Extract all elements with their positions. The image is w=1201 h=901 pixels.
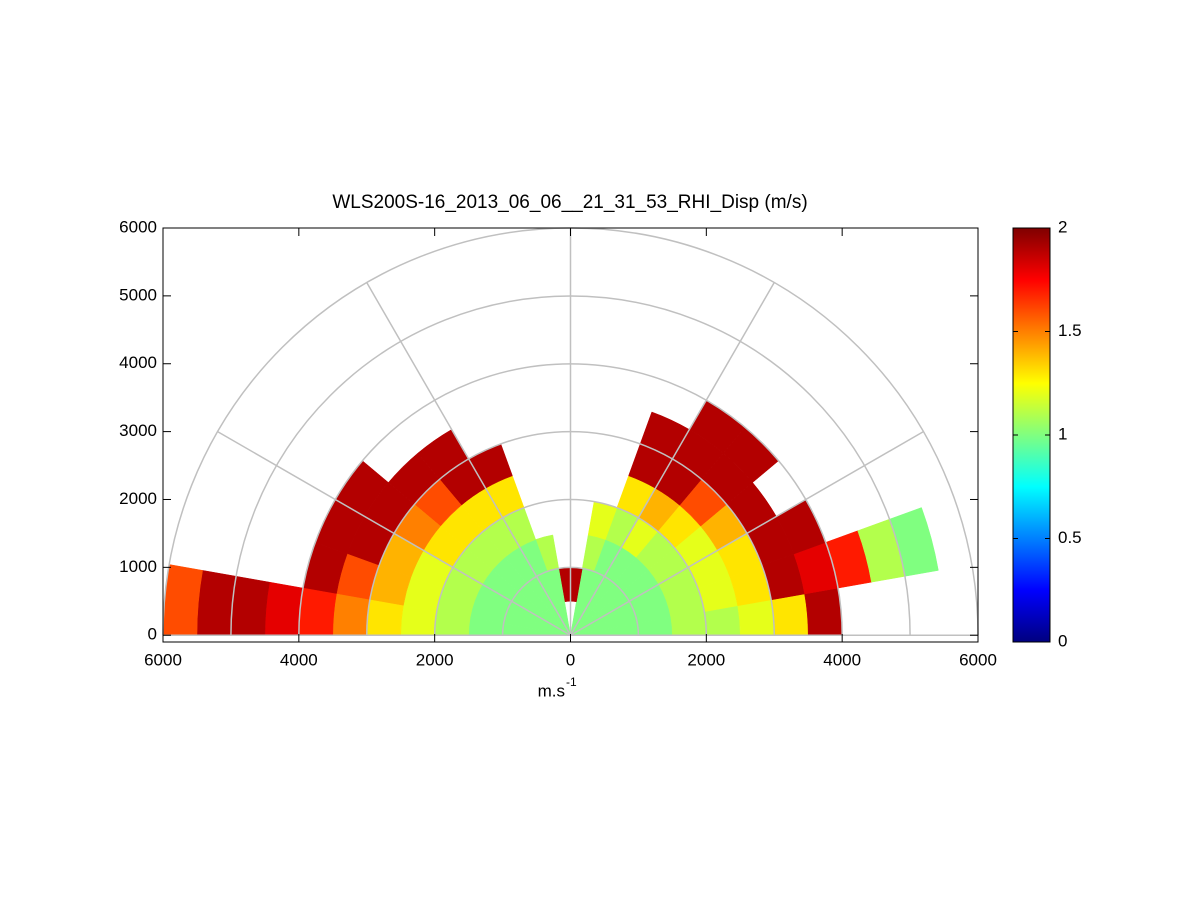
cell [196, 570, 237, 636]
y-tick-label: 3000 [119, 421, 157, 440]
x-tick-label: 0 [566, 650, 575, 669]
colorbar-tick-label: 2 [1058, 217, 1067, 236]
x-tick-label: 4000 [280, 650, 318, 669]
cells [162, 399, 939, 636]
polar-grid-spoke [217, 430, 571, 636]
y-tick-label: 1000 [119, 557, 157, 576]
polar-grid-spoke [569, 282, 775, 636]
x-tick-label: 6000 [144, 650, 182, 669]
polar-grid-spoke [366, 282, 572, 636]
colorbar [1012, 227, 1051, 643]
x-tick-label: 6000 [959, 650, 997, 669]
x-axis-label-superscript: -1 [566, 675, 577, 689]
cell [737, 599, 775, 636]
cell [264, 581, 304, 636]
y-tick-label: 5000 [119, 285, 157, 304]
x-axis-label: m.s [538, 681, 565, 700]
x-tick-label: 2000 [416, 650, 454, 669]
x-tick-label: 4000 [823, 650, 861, 669]
y-tick-label: 2000 [119, 489, 157, 508]
y-tick-label: 6000 [119, 217, 157, 236]
cell [366, 599, 404, 636]
colorbar-tick-label: 1.5 [1058, 321, 1082, 340]
colorbar-tick-label: 0 [1058, 631, 1067, 650]
y-tick-label: 0 [148, 625, 157, 644]
chart-title: WLS200S-16_2013_06_06__21_31_53_RHI_Disp… [332, 192, 807, 213]
cell [332, 593, 371, 636]
cell [298, 587, 337, 636]
cell [230, 575, 270, 636]
cell [804, 587, 843, 636]
y-tick-label: 4000 [119, 353, 157, 372]
cell [770, 593, 809, 636]
colorbar-tick-label: 0.5 [1058, 528, 1082, 547]
x-tick-label: 2000 [687, 650, 725, 669]
cell [162, 564, 203, 636]
colorbar-tick-label: 1 [1058, 424, 1067, 443]
polar-grid-spoke [570, 430, 924, 636]
